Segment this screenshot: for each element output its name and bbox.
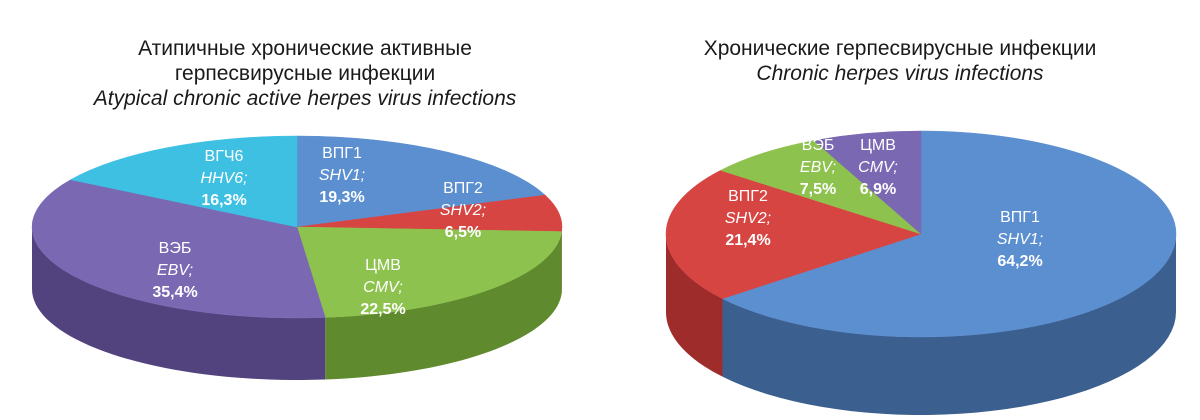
pie-slice-shv2 xyxy=(665,170,922,299)
slice-label-ru-shv1: ВПГ1 xyxy=(1000,209,1040,226)
slice-value-ebv: 35,4% xyxy=(152,284,197,301)
pie-slice-ebv xyxy=(719,140,922,235)
pie-slice-shv1 xyxy=(296,135,546,228)
pie-side-1 xyxy=(666,234,723,377)
slice-value-hhv6: 16,3% xyxy=(201,192,246,209)
pie-sides xyxy=(32,227,562,380)
slice-label-en-ebv: EBV; xyxy=(157,262,193,279)
title-ru-left-line1: Атипичные хронические активные xyxy=(138,37,472,60)
pie-svg-right: ВПГ1 SHV1; 64,2% ВПГ2 SHV2; 21,4% ВЭБ EBV; 7,5% Ц… xyxy=(665,130,1177,415)
slice-label-ru-ebv: ВЭБ xyxy=(802,137,835,154)
slice-label-en-shv2: SHV2; xyxy=(440,202,486,219)
slice-label-en-ebv: EBV; xyxy=(800,159,836,176)
pie-slice-cmv xyxy=(296,226,562,318)
slice-labels: ВПГ1 SHV1; 64,2% ВПГ2 SHV2; 21,4% ВЭБ EBV; 7,5% Ц… xyxy=(725,137,1043,270)
slice-value-shv2: 6,5% xyxy=(445,224,481,241)
pie-top xyxy=(31,135,563,319)
pie-slice-ebv xyxy=(31,179,326,319)
title-en-left: Atypical chronic active herpes virus inf… xyxy=(93,87,517,110)
slice-value-ebv: 7,5% xyxy=(800,181,836,198)
pie-chart-atypical: Атипичные хронические активные герпесвир… xyxy=(30,36,580,380)
chart-title-left: Атипичные хронические активные герпесвир… xyxy=(30,36,580,111)
slice-label-ru-hhv6: ВГЧ6 xyxy=(205,148,244,165)
pie-side-3 xyxy=(32,227,326,380)
slice-label-en-cmv: CMV; xyxy=(363,279,403,296)
chart-title-right: Хронические герпесвирусные инфекции Chro… xyxy=(640,36,1160,86)
slice-value-shv2: 21,4% xyxy=(725,232,770,249)
title-en-right: Chronic herpes virus infections xyxy=(756,62,1044,85)
pie-sides xyxy=(666,234,1176,415)
slice-label-ru-cmv: ЦМВ xyxy=(860,137,896,154)
pie-side-0 xyxy=(722,234,1176,415)
title-ru-left-line2: герпесвирусные инфекции xyxy=(174,62,436,85)
slice-label-ru-shv1: ВПГ1 xyxy=(322,145,362,162)
slice-label-ru-ebv: ВЭБ xyxy=(159,240,192,257)
pie-chart-chronic: Хронические герпесвирусные инфекции Chro… xyxy=(600,0,1200,420)
slice-label-en-shv1: SHV1; xyxy=(319,167,365,184)
pie-slice-shv1 xyxy=(721,130,1177,338)
slice-value-cmv: 22,5% xyxy=(360,301,405,318)
slice-label-en-hhv6: HHV6; xyxy=(200,170,247,187)
slice-label-ru-cmv: ЦМВ xyxy=(365,257,401,274)
pie-svg-left: ВПГ1 SHV1; 19,3% ВПГ2 SHV2; 6,5% ЦМВ CMV; 22,5% В… xyxy=(31,135,563,380)
slice-label-en-shv2: SHV2; xyxy=(725,210,771,227)
pie-top xyxy=(665,130,1177,338)
pie-slice-cmv xyxy=(813,130,922,235)
slice-label-ru-shv2: ВПГ2 xyxy=(443,180,483,197)
slice-value-cmv: 6,9% xyxy=(860,181,896,198)
title-ru-right: Хронические герпесвирусные инфекции xyxy=(703,37,1097,60)
slice-value-shv1: 64,2% xyxy=(997,253,1042,270)
slice-value-shv1: 19,3% xyxy=(319,189,364,206)
pie-side-2 xyxy=(325,231,562,380)
slice-label-en-cmv: CMV; xyxy=(858,159,898,176)
slice-labels: ВПГ1 SHV1; 19,3% ВПГ2 SHV2; 6,5% ЦМВ CMV; 22,5% В… xyxy=(152,145,486,318)
slice-label-en-shv1: SHV1; xyxy=(997,231,1043,248)
slice-label-ru-shv2: ВПГ2 xyxy=(728,188,768,205)
pie-slice-hhv6 xyxy=(69,135,298,228)
